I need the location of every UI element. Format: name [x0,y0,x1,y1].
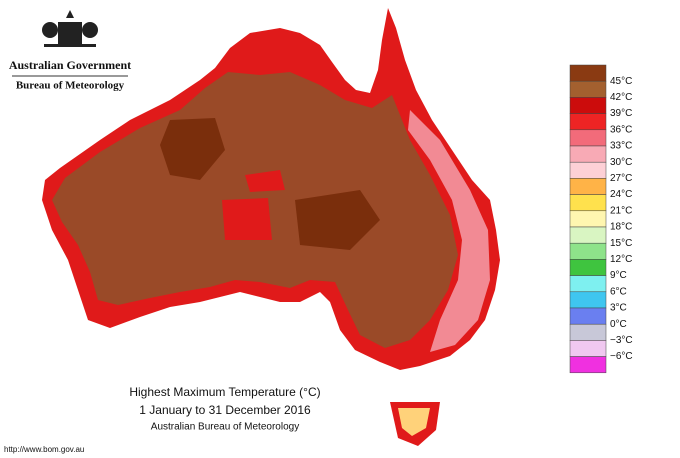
legend-swatch [569,226,607,244]
australia-map [42,8,500,446]
legend-swatch [569,194,607,212]
legend-label: 21°C [610,205,632,216]
legend-label: 33°C [610,141,632,152]
legend-label: 0°C [610,319,627,330]
caption-period: 1 January to 31 December 2016 [139,403,311,417]
legend-swatch [569,259,607,276]
legend-swatch [569,64,607,82]
inland-hot-zone [408,110,490,352]
header-title: Australian Government [9,58,131,72]
legend-swatch [569,80,607,98]
header-subtitle: Bureau of Meteorology [16,80,125,92]
legend-swatch [569,161,607,179]
legend-label: 45°C [610,76,632,87]
legend-label: 24°C [610,189,632,200]
legend-label: −3°C [610,335,633,346]
legend-label: −6°C [610,351,633,362]
caption-title: Highest Maximum Temperature (°C) [129,385,320,399]
legend-swatch [569,178,607,195]
legend-swatch [569,323,607,341]
legend: 45°C 42°C 39°C 36°C 33°C 30°C 27°C 24°C 21°C 18°C… [569,64,633,374]
legend-label: 12°C [610,254,632,265]
hottest-patch [160,118,225,180]
red-patch [245,170,285,192]
footer-url: http://www.bom.gov.au [4,445,84,454]
legend-swatch [569,129,607,147]
legend-swatch [569,210,607,228]
legend-label: 15°C [610,238,632,249]
legend-swatch [569,113,607,131]
legend-swatch [569,307,607,325]
legend-swatch [569,242,607,260]
legend-label: 27°C [610,173,632,184]
coat-of-arms [42,10,98,47]
legend-swatch [569,356,607,374]
legend-label: 42°C [610,92,632,103]
legend-label: 36°C [610,124,632,135]
legend-swatch [569,340,607,357]
legend-label: 9°C [610,270,627,281]
hottest-patch [295,190,380,250]
legend-label: 39°C [610,108,632,119]
tasmania-inland [398,408,430,436]
legend-label: 30°C [610,157,632,168]
legend-label: 18°C [610,222,632,233]
legend-swatch [569,97,607,114]
legend-swatch [569,275,607,293]
legend-label: 6°C [610,286,627,297]
legend-label: 3°C [610,303,627,314]
legend-swatch [569,145,607,163]
red-patch [222,198,272,240]
legend-swatch [569,291,607,309]
caption-source: Australian Bureau of Meteorology [151,422,299,433]
